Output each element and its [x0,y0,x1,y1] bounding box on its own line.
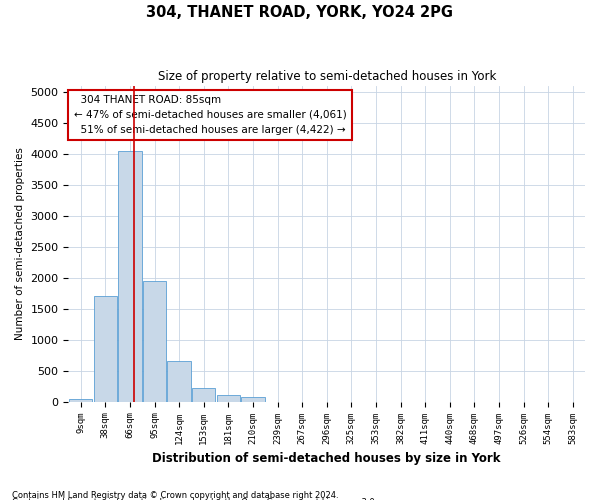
Bar [192,388,215,402]
Text: 304, THANET ROAD, YORK, YO24 2PG: 304, THANET ROAD, YORK, YO24 2PG [146,5,454,20]
Title: Size of property relative to semi-detached houses in York: Size of property relative to semi-detach… [158,70,496,83]
Bar [118,150,142,402]
Text: 304 THANET ROAD: 85sqm
← 47% of semi-detached houses are smaller (4,061)
  51% o: 304 THANET ROAD: 85sqm ← 47% of semi-det… [74,95,346,134]
X-axis label: Distribution of semi-detached houses by size in York: Distribution of semi-detached houses by … [152,452,501,465]
Text: Contains HM Land Registry data © Crown copyright and database right 2024.: Contains HM Land Registry data © Crown c… [12,490,338,500]
Bar [94,296,117,402]
Text: Contains public sector information licensed under the Open Government Licence v3: Contains public sector information licen… [12,498,377,500]
Bar [69,398,92,402]
Bar [167,361,191,402]
Bar [143,281,166,402]
Bar [217,396,240,402]
Y-axis label: Number of semi-detached properties: Number of semi-detached properties [15,147,25,340]
Bar [241,398,265,402]
